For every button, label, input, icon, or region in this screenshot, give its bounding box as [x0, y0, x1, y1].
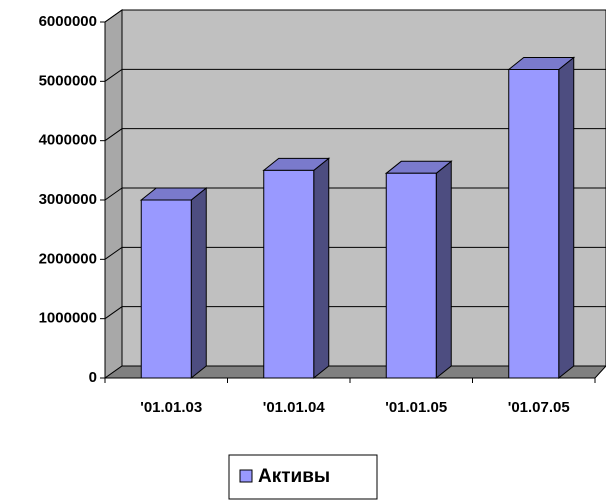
bar-side	[435, 160, 452, 380]
x-tick-label: '01.01.03	[140, 399, 202, 416]
y-tick-label: 3000000	[39, 191, 97, 208]
bar	[139, 186, 208, 380]
y-tick-label: 5000000	[39, 72, 97, 89]
bar	[262, 157, 331, 380]
grid-line	[104, 9, 606, 23]
bar-side	[190, 186, 207, 380]
legend-box	[228, 454, 378, 500]
bar-side	[558, 56, 575, 380]
bar-front	[263, 169, 315, 379]
x-tick-label: '01.01.05	[385, 399, 447, 416]
bar-front	[385, 172, 437, 379]
legend-swatch	[239, 469, 253, 483]
y-tick-label: 6000000	[39, 13, 97, 30]
legend-label: Активы	[258, 466, 330, 487]
grid-line	[104, 128, 606, 142]
bar	[384, 160, 453, 380]
bar-side	[313, 157, 330, 380]
y-tick-label: 1000000	[39, 310, 97, 327]
y-tick-label: 0	[89, 369, 97, 386]
bar	[507, 56, 576, 380]
bar-front	[140, 199, 192, 379]
x-tick-label: '01.01.04	[263, 399, 326, 416]
y-tick-label: 2000000	[39, 250, 97, 267]
bar-front	[508, 68, 560, 379]
y-tick-label: 4000000	[39, 132, 97, 149]
grid-line	[104, 68, 606, 82]
x-tick-label: '01.07.05	[508, 399, 570, 416]
